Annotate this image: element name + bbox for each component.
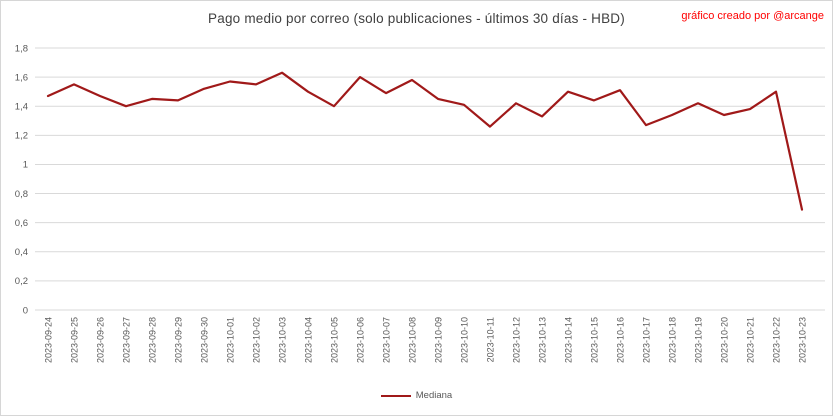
y-axis-tick-label: 0,6 xyxy=(15,218,28,229)
series-line-mediana xyxy=(46,71,804,211)
x-axis-tick-label: 2023-10-10 xyxy=(460,317,470,363)
y-axis-tick-label: 0,2 xyxy=(15,276,28,287)
y-axis-tick-label: 1,6 xyxy=(15,72,28,83)
x-axis-tick-label: 2023-10-15 xyxy=(590,317,600,363)
y-axis-tick-label: 0,8 xyxy=(15,189,28,200)
x-axis-tick-label: 2023-10-06 xyxy=(356,317,366,363)
x-axis-tick-label: 2023-10-02 xyxy=(252,317,262,363)
x-axis-tick-label: 2023-10-08 xyxy=(408,317,418,363)
legend: Mediana xyxy=(1,390,832,401)
chart-title: Pago medio por correo (solo publicacione… xyxy=(208,11,625,26)
x-axis-tick-label: 2023-09-26 xyxy=(96,317,106,363)
credit-text: gráfico creado por @arcange xyxy=(681,10,824,22)
x-axis-tick-label: 2023-09-24 xyxy=(44,317,54,363)
x-axis-tick-label: 2023-10-05 xyxy=(330,317,340,363)
y-axis-tick-label: 1,8 xyxy=(15,43,28,54)
x-axis-tick-label: 2023-09-27 xyxy=(122,317,132,363)
x-axis-tick-label: 2023-09-25 xyxy=(70,317,80,363)
x-axis-tick-label: 2023-10-17 xyxy=(642,317,652,363)
x-axis-tick-label: 2023-09-28 xyxy=(148,317,158,363)
x-axis-tick-label: 2023-10-09 xyxy=(434,317,444,363)
y-axis-tick-label: 1,4 xyxy=(15,102,28,113)
x-axis-tick-label: 2023-10-01 xyxy=(226,317,236,363)
x-axis-tick-label: 2023-10-22 xyxy=(772,317,782,363)
y-axis-tick-label: 1 xyxy=(23,160,28,171)
x-axis-tick-label: 2023-09-29 xyxy=(174,317,184,363)
x-axis-tick-label: 2023-10-04 xyxy=(304,317,314,363)
x-axis-tick-label: 2023-10-14 xyxy=(564,317,574,363)
y-axis-tick-label: 1,2 xyxy=(15,131,28,142)
x-axis-tick-label: 2023-10-16 xyxy=(616,317,626,363)
x-axis-tick-label: 2023-10-03 xyxy=(278,317,288,363)
x-axis-tick-label: 2023-10-19 xyxy=(694,317,704,363)
x-axis-tick-label: 2023-10-13 xyxy=(538,317,548,363)
x-axis-tick-label: 2023-09-30 xyxy=(200,317,210,363)
y-axis-tick-label: 0,4 xyxy=(15,247,28,258)
legend-line-swatch xyxy=(380,394,411,397)
x-axis-tick-label: 2023-10-18 xyxy=(668,317,678,363)
legend-label: Mediana xyxy=(415,390,453,401)
x-axis-tick-label: 2023-10-07 xyxy=(382,317,392,363)
x-axis-tick-label: 2023-10-23 xyxy=(798,317,808,363)
x-axis-tick-label: 2023-10-20 xyxy=(720,317,730,363)
x-axis-tick-label: 2023-10-21 xyxy=(746,317,756,363)
x-axis-tick-label: 2023-10-12 xyxy=(512,317,522,363)
x-axis-tick-label: 2023-10-11 xyxy=(486,317,496,362)
y-axis-tick-label: 0 xyxy=(23,305,28,316)
